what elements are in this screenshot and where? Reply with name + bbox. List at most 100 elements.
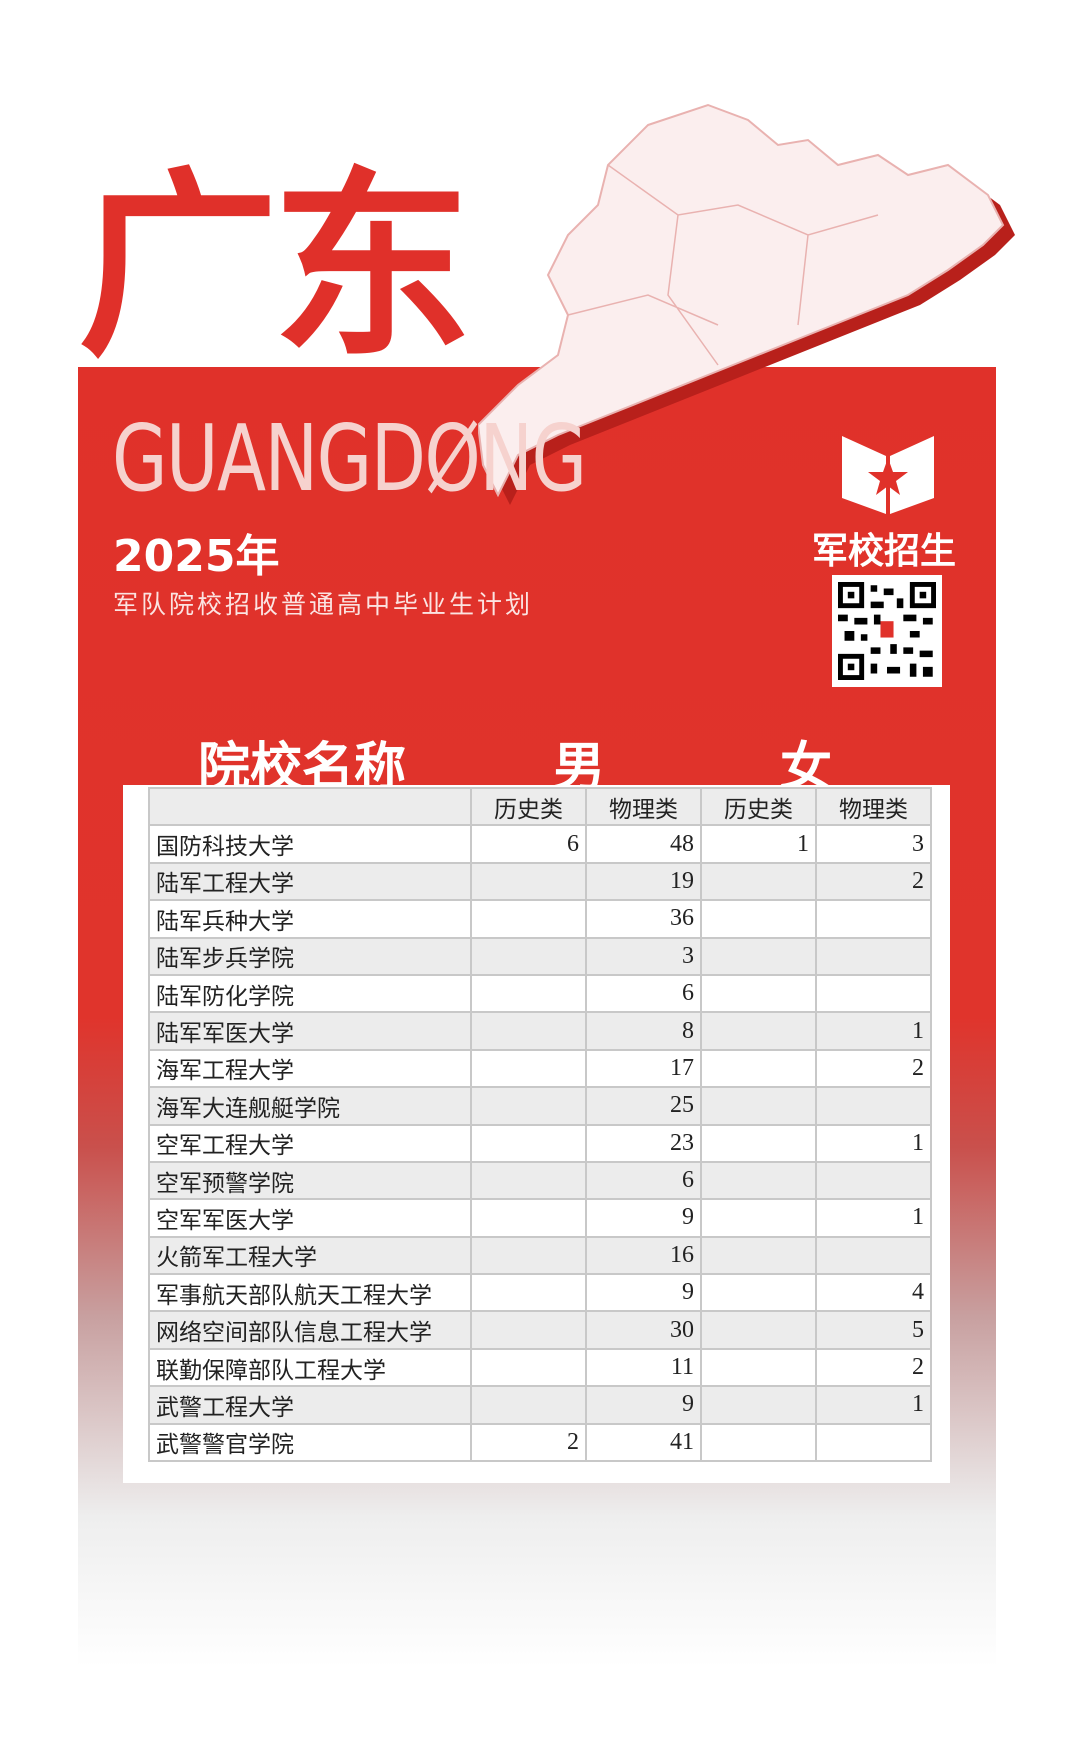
cell-female-physics	[815, 1235, 932, 1276]
school-name: 火箭军工程大学	[148, 1235, 472, 1276]
cell-male-history	[470, 1086, 587, 1126]
cell-male-physics: 25	[585, 1086, 702, 1126]
guangdong-map-icon	[478, 103, 1015, 505]
cell-female-history	[700, 1310, 817, 1350]
cell-male-physics: 19	[585, 861, 702, 902]
school-name: 武警工程大学	[148, 1385, 472, 1425]
cell-male-physics: 3	[585, 936, 702, 976]
header-male-history: 历史类	[470, 786, 587, 827]
cell-female-physics: 2	[815, 1048, 932, 1089]
cell-male-physics: 17	[585, 1048, 702, 1089]
header-female-history: 历史类	[700, 786, 817, 827]
table-row: 联勤保障部队工程大学 11 2	[148, 1347, 932, 1388]
cell-female-physics: 1	[815, 1123, 932, 1163]
table-header-row: 历史类 物理类 历史类 物理类	[148, 786, 932, 827]
table-row: 武警工程大学 9 1	[148, 1385, 932, 1425]
cell-female-history	[700, 936, 817, 976]
qr-code-icon[interactable]	[832, 575, 942, 687]
header-female-physics: 物理类	[815, 786, 932, 827]
cell-female-history	[700, 1048, 817, 1089]
cell-male-history	[470, 1310, 587, 1350]
cell-female-history	[700, 1422, 817, 1463]
cell-male-physics: 23	[585, 1123, 702, 1163]
cell-female-physics	[815, 899, 932, 939]
admissions-table: 历史类 物理类 历史类 物理类 国防科技大学 6 48 1 3 陆军工程大学 19 2 陆军兵种…	[148, 786, 932, 1463]
cell-female-physics	[815, 1160, 932, 1201]
table-row: 空军预警学院 6	[148, 1160, 932, 1201]
header-blank	[148, 786, 472, 827]
school-name: 国防科技大学	[148, 824, 472, 864]
cell-female-physics: 3	[815, 824, 932, 864]
cell-female-physics: 2	[815, 1347, 932, 1388]
cell-female-physics: 1	[815, 1011, 932, 1051]
cell-male-history	[470, 1198, 587, 1238]
cell-female-physics: 5	[815, 1310, 932, 1350]
subtitle: 军队院校招收普通高中毕业生计划	[113, 590, 534, 619]
school-name: 陆军防化学院	[148, 973, 472, 1014]
cell-female-physics	[815, 1086, 932, 1126]
cell-female-history	[700, 1273, 817, 1313]
cell-male-history	[470, 1123, 587, 1163]
cell-male-history	[470, 1048, 587, 1089]
pinyin-title: GUANGDØNG	[112, 405, 587, 512]
cell-male-physics: 16	[585, 1235, 702, 1276]
table-row: 网络空间部队信息工程大学 30 5	[148, 1310, 932, 1350]
cell-male-physics: 9	[585, 1198, 702, 1238]
cell-male-history	[470, 1011, 587, 1051]
cell-male-history: 6	[470, 824, 587, 864]
cell-male-physics: 41	[585, 1422, 702, 1463]
school-name: 海军工程大学	[148, 1048, 472, 1089]
cell-female-history	[700, 1086, 817, 1126]
cell-female-history	[700, 899, 817, 939]
cell-female-physics	[815, 936, 932, 976]
school-name: 陆军步兵学院	[148, 936, 472, 976]
cell-male-history	[470, 936, 587, 976]
cell-female-history	[700, 1123, 817, 1163]
cell-male-history	[470, 861, 587, 902]
school-name: 陆军兵种大学	[148, 899, 472, 939]
cell-male-physics: 9	[585, 1273, 702, 1313]
cell-male-history	[470, 1385, 587, 1425]
cell-female-history: 1	[700, 824, 817, 864]
cell-male-physics: 48	[585, 824, 702, 864]
school-name: 陆军军医大学	[148, 1011, 472, 1051]
star-book-icon	[842, 436, 934, 514]
cell-male-physics: 6	[585, 973, 702, 1014]
cell-female-physics: 1	[815, 1385, 932, 1425]
cell-male-history	[470, 973, 587, 1014]
table-row: 陆军兵种大学 36	[148, 899, 932, 939]
table-row: 空军工程大学 23 1	[148, 1123, 932, 1163]
cell-female-physics	[815, 973, 932, 1014]
cell-female-history	[700, 1011, 817, 1051]
school-name: 陆军工程大学	[148, 861, 472, 902]
header-male-physics: 物理类	[585, 786, 702, 827]
cell-male-history: 2	[470, 1422, 587, 1463]
cell-female-history	[700, 1235, 817, 1276]
cell-male-physics: 30	[585, 1310, 702, 1350]
table-row: 陆军工程大学 19 2	[148, 861, 932, 902]
table-row: 空军军医大学 9 1	[148, 1198, 932, 1238]
cell-male-history	[470, 899, 587, 939]
cell-male-physics: 36	[585, 899, 702, 939]
cell-female-history	[700, 861, 817, 902]
cell-female-physics	[815, 1422, 932, 1463]
school-name: 空军工程大学	[148, 1123, 472, 1163]
table-row: 海军工程大学 17 2	[148, 1048, 932, 1089]
cell-female-history	[700, 1198, 817, 1238]
cell-female-history	[700, 1385, 817, 1425]
cell-male-physics: 11	[585, 1347, 702, 1388]
year-label: 2025年	[113, 531, 280, 582]
table-row: 国防科技大学 6 48 1 3	[148, 824, 932, 864]
school-name: 网络空间部队信息工程大学	[148, 1310, 472, 1350]
cell-male-history	[470, 1235, 587, 1276]
school-name: 武警警官学院	[148, 1422, 472, 1463]
cell-female-history	[700, 1347, 817, 1388]
table-row: 海军大连舰艇学院 25	[148, 1086, 932, 1126]
cell-female-physics: 4	[815, 1273, 932, 1313]
cell-male-physics: 6	[585, 1160, 702, 1201]
table-row: 陆军步兵学院 3	[148, 936, 932, 976]
table-row: 火箭军工程大学 16	[148, 1235, 932, 1276]
cell-male-physics: 9	[585, 1385, 702, 1425]
cell-male-history	[470, 1160, 587, 1201]
school-name: 空军预警学院	[148, 1160, 472, 1201]
